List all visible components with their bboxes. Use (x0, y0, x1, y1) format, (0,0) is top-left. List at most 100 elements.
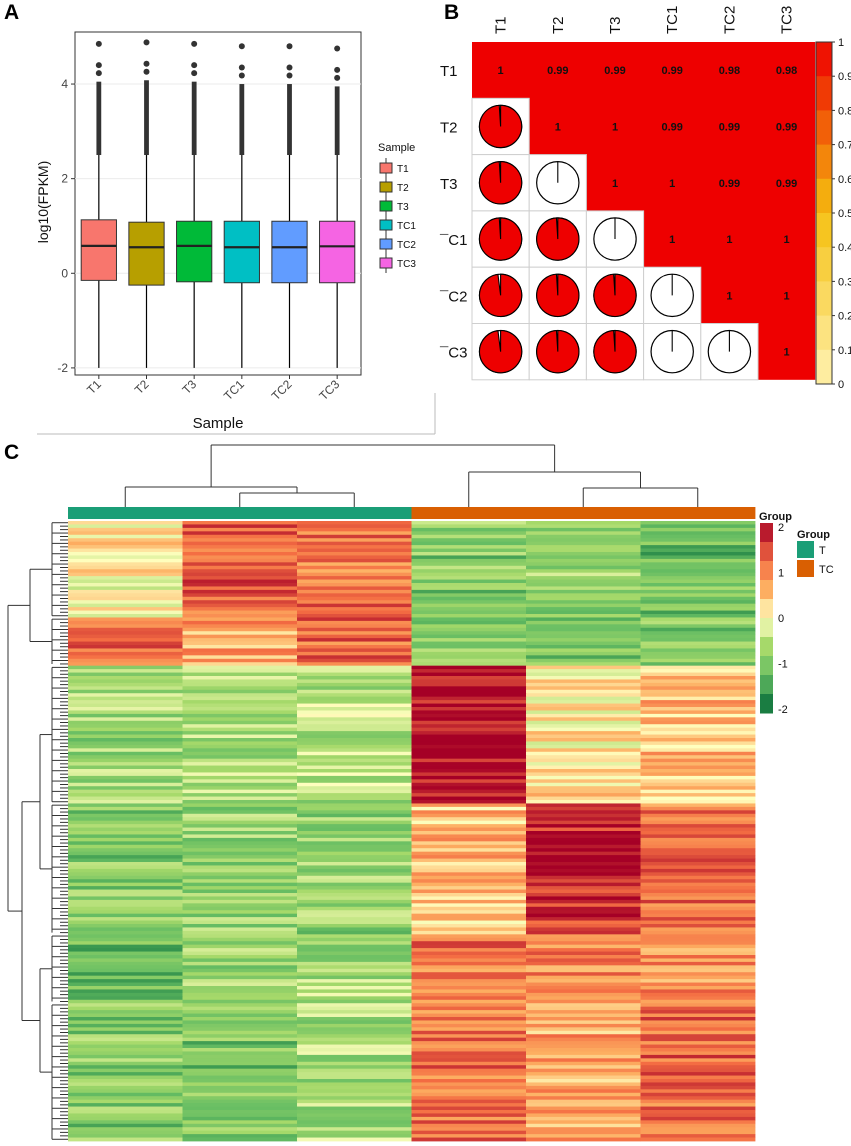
panel-c-heatmap-cell (182, 717, 298, 722)
panel-c-heatmap-cell (640, 920, 756, 925)
panel-c-heatmap-cell (68, 1123, 183, 1128)
panel-c-heatmap-cell (526, 751, 641, 756)
panel-c-heatmap-cell (182, 903, 298, 908)
panel-c-heatmap-cell (297, 896, 412, 901)
panel-b-corr-value: 1 (612, 121, 618, 133)
panel-c-heatmap-cell (640, 1013, 756, 1018)
panel-c-heatmap-cell (640, 1116, 756, 1121)
panel-c-heatmap-cell (526, 930, 641, 935)
panel-c-heatmap-cell (411, 899, 527, 904)
panel-c-heatmap-cell (68, 1110, 183, 1114)
panel-b-colorbar-label: 0.1 (838, 345, 851, 357)
panel-c-heatmap-cell (411, 665, 527, 670)
panel-c-heatmap-cell (68, 710, 183, 715)
panel-c-heatmap-cell (640, 655, 756, 660)
panel-c-heatmap-cell (297, 751, 412, 756)
panel-c-heatmap-cell (526, 658, 641, 663)
panel-c-heatmap-cell (526, 579, 641, 584)
panel-c-heatmap-cell (640, 1075, 756, 1080)
panel-c-heatmap-cell (182, 648, 298, 653)
panel-c-heatmap-cell (182, 1030, 298, 1035)
panel-c-heatmap-cell (297, 827, 412, 832)
panel-c-heatmap-cell (182, 944, 298, 949)
panel-c-heatmap-cell (526, 1037, 641, 1042)
panel-c-heatmap-cell (182, 624, 298, 629)
panel-c-heatmap-cell (182, 848, 298, 853)
panel-c-heatmap-cell (411, 669, 527, 673)
panel-c-heatmap-cell (526, 720, 641, 725)
panel-c-heatmap-cell (297, 975, 412, 980)
panel-c-heatmap-cell (526, 955, 641, 959)
panel-c-heatmap-cell (297, 837, 412, 842)
panel-c-heatmap-cell (640, 1058, 756, 1063)
panel-a-outlier-band (191, 81, 197, 156)
panel-c-heatmap-cell (297, 569, 412, 574)
panel-c-heatmap-cell (182, 696, 298, 701)
panel-c-heatmap-cell (526, 982, 641, 987)
panel-c-heatmap-cell (640, 782, 756, 787)
panel-c-heatmap-cell (640, 903, 756, 908)
panel-c-heatmap-cell (411, 603, 527, 608)
panel-c-heatmap-cell (526, 669, 641, 673)
panel-b-corr-value: 0.99 (547, 65, 568, 77)
panel-c-heatmap-cell (411, 562, 527, 567)
panel-c-heatmap-cell (640, 755, 756, 760)
panel-c-heatmap-cell (640, 696, 756, 701)
panel-c-heatmap-cell (297, 700, 412, 704)
panel-c-heatmap-cell (640, 1089, 756, 1094)
panel-c-heatmap-cell (640, 899, 756, 904)
panel-c-heatmap-cell (297, 541, 412, 546)
panel-c-heatmap-cell (297, 844, 412, 849)
panel-c-heatmap-cell (411, 944, 527, 949)
panel-c-heatmap-cell (182, 1085, 298, 1090)
panel-c-heatmap-cell (526, 755, 641, 760)
panel-c-heatmap-cell (68, 996, 183, 1001)
panel-b-row-label: T2 (440, 119, 458, 136)
panel-a-outlier-point (191, 70, 198, 77)
panel-c-heatmap-cell (297, 1120, 412, 1125)
panel-c-heatmap-cell (182, 1034, 298, 1039)
panel-c-heatmap-cell (182, 786, 298, 791)
panel-c-heatmap-cell (411, 965, 527, 970)
panel-c-heatmap-cell (68, 593, 183, 598)
panel-c-heatmap-cell (526, 576, 641, 580)
panel-c-heatmap-cell (182, 917, 298, 921)
panel-c-heatmap-cell (68, 1137, 183, 1142)
panel-c-heatmap-cell (640, 917, 756, 921)
panel-c-heatmap-cell (411, 844, 527, 849)
panel-c-heatmap-cell (640, 1068, 756, 1073)
panel-c-heatmap-cell (68, 1030, 183, 1035)
panel-c-heatmap-cell (68, 924, 183, 928)
panel-c-heatmap-cell (526, 1041, 641, 1045)
panel-c-heatmap-cell (526, 817, 641, 822)
panel-c-heatmap-cell (526, 586, 641, 591)
panel-c-heatmap-cell (297, 972, 412, 977)
panel-c-heatmap-cell (526, 1065, 641, 1070)
panel-c-heatmap-cell (68, 1116, 183, 1121)
panel-c-scale-label: -2 (778, 704, 788, 716)
panel-c-heatmap-cell (640, 627, 756, 632)
panel-c-heatmap-cell (68, 1134, 183, 1138)
panel-c-heatmap-cell (640, 834, 756, 839)
panel-c-heatmap-cell (526, 686, 641, 691)
panel-c-heatmap-cell (411, 1079, 527, 1083)
panel-c-heatmap-cell (297, 669, 412, 673)
panel-c-heatmap-cell (640, 1027, 756, 1032)
panel-c-heatmap-cell (297, 813, 412, 818)
panel-a-x-axis-label: Sample (193, 415, 244, 432)
panel-b-corr-value: 0.99 (776, 178, 797, 190)
panel-a-outlier-point (143, 60, 150, 67)
panel-c-heatmap-cell (526, 583, 641, 587)
panel-c-heatmap-cell (640, 965, 756, 970)
panel-c-heatmap-cell (182, 741, 298, 746)
panel-c-heatmap-cell (411, 527, 527, 532)
panel-a-legend-item: T2 (397, 183, 409, 194)
panel-c-legend-swatch-t (797, 541, 814, 558)
panel-c-heatmap-cell (526, 951, 641, 956)
panel-c-heatmap-cell (526, 889, 641, 894)
panel-c-heatmap-cell (182, 1106, 298, 1111)
panel-c-heatmap-cell (526, 910, 641, 915)
panel-b-corr-value: 0.99 (719, 178, 740, 190)
panel-c-heatmap-cell (182, 879, 298, 884)
panel-c-heatmap-cell (297, 817, 412, 822)
